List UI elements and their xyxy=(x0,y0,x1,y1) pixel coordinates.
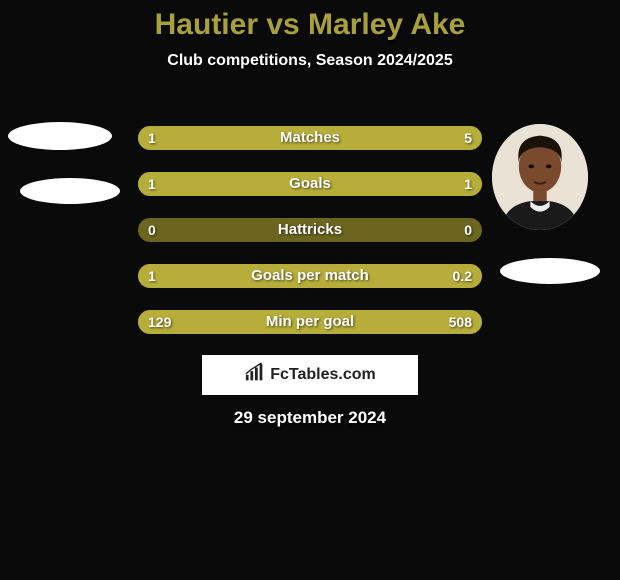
stat-bar: 11Goals xyxy=(138,172,482,196)
player-left-shape-2 xyxy=(20,178,120,204)
player-right-shape xyxy=(500,258,600,284)
bar-label: Min per goal xyxy=(138,310,482,334)
stat-bar: 00Hattricks xyxy=(138,218,482,242)
subtitle: Club competitions, Season 2024/2025 xyxy=(0,52,620,70)
stat-bar: 129508Min per goal xyxy=(138,310,482,334)
comparison-bars: 15Matches 11Goals 00Hattricks 10.2Goals per… xyxy=(138,126,482,356)
stat-bar: 15Matches xyxy=(138,126,482,150)
player-left-shape-1 xyxy=(8,122,112,150)
chart-icon xyxy=(244,362,266,389)
date-label: 29 september 2024 xyxy=(0,408,620,428)
bar-label: Goals xyxy=(138,172,482,196)
stat-bar: 10.2Goals per match xyxy=(138,264,482,288)
brand-text: FcTables.com xyxy=(270,366,376,384)
bar-label: Matches xyxy=(138,126,482,150)
brand-box: FcTables.com xyxy=(202,355,418,395)
bar-label: Hattricks xyxy=(138,218,482,242)
player-right-avatar xyxy=(492,124,588,230)
page-title: Hautier vs Marley Ake xyxy=(0,0,620,42)
bar-label: Goals per match xyxy=(138,264,482,288)
